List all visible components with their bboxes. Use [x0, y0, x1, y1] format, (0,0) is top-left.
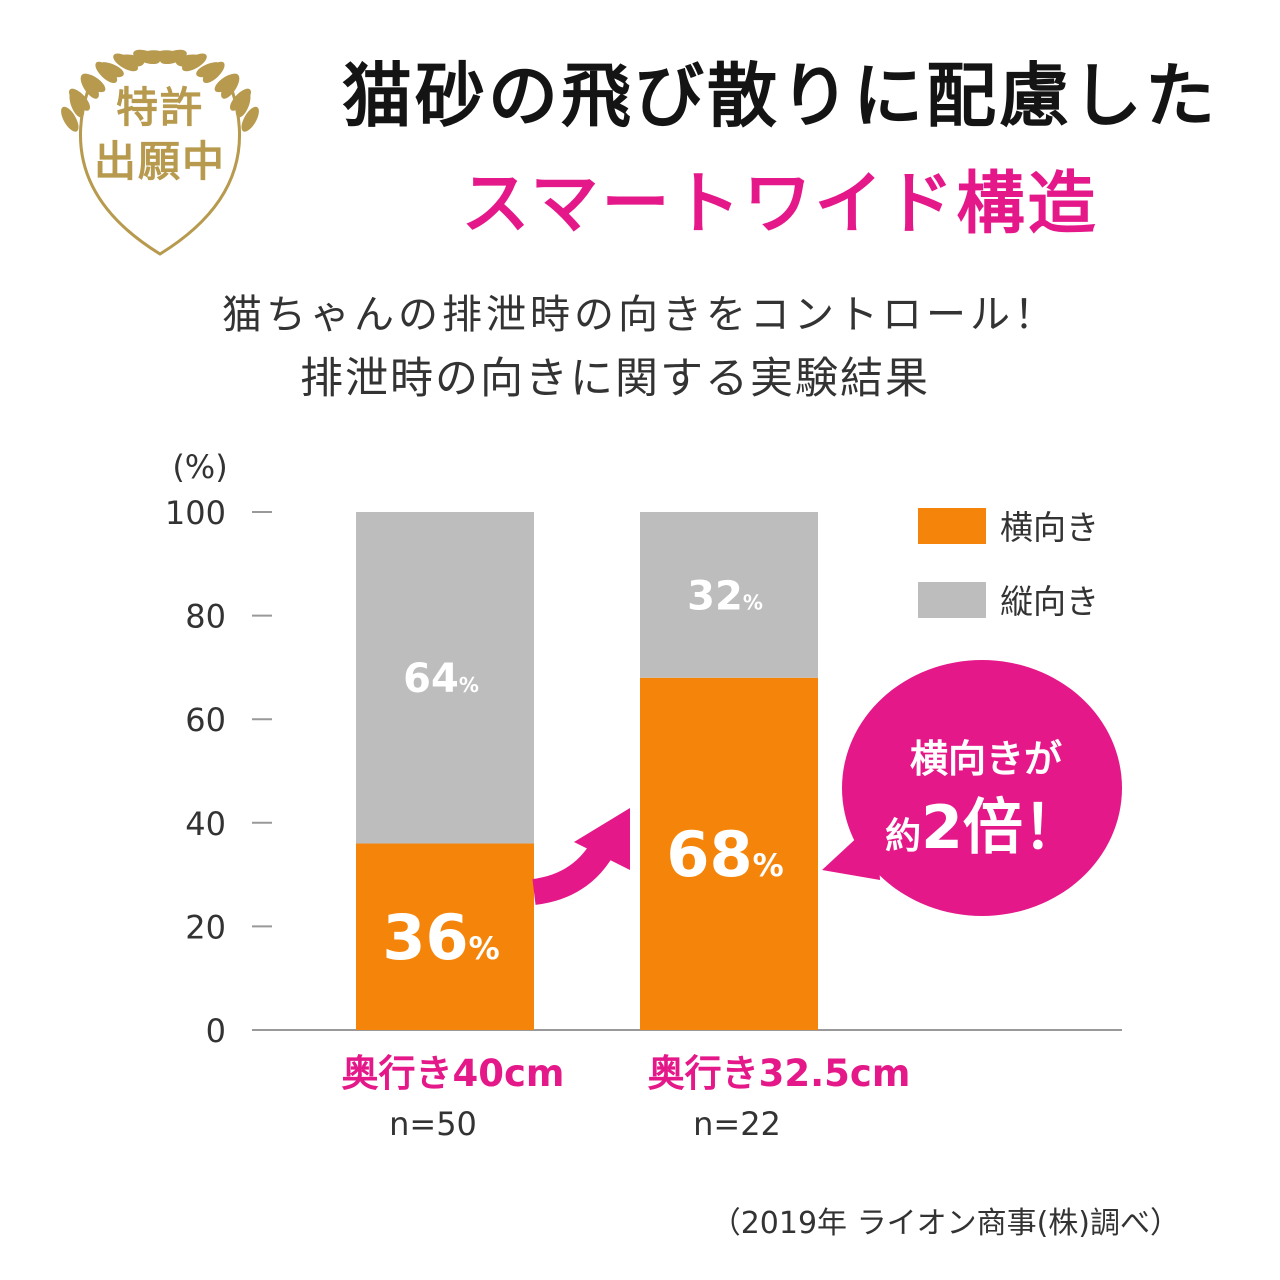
main-title: 猫砂の飛び散りに配慮した: [342, 55, 1218, 137]
sample-size-label: n=22: [693, 1105, 781, 1143]
callout-bubble: [842, 660, 1122, 916]
growth-arrow-head-icon: [574, 808, 630, 870]
laurel-leaf: [175, 54, 204, 67]
laurel-leaf: [80, 74, 99, 99]
sample-size-label: n=50: [389, 1105, 477, 1143]
lead-text: 猫ちゃんの排泄時の向きをコントロール！: [222, 292, 1058, 338]
y-tick-label: 60: [185, 701, 226, 739]
laurel-stem: [79, 89, 241, 256]
data-label-unit: %: [743, 590, 763, 614]
x-category-label: 奥行き32.5cm: [648, 1052, 911, 1095]
laurel-leaf: [95, 61, 118, 84]
bar-vertical: [640, 512, 818, 678]
legend-swatch: [918, 582, 986, 618]
badge-line-1: 特許: [115, 83, 204, 132]
laurel-leaf: [133, 49, 161, 65]
y-tick-label: 20: [185, 908, 226, 946]
legend-swatch: [918, 508, 986, 544]
y-axis-label: (%): [172, 448, 227, 486]
data-label-unit: %: [469, 931, 500, 967]
patent-laurel-badge: [61, 49, 259, 256]
laurel-wreath-icon: [61, 49, 259, 256]
callout-line-1: 横向きが: [910, 737, 1062, 781]
bar-horizontal: [640, 677, 818, 1030]
laurel-leaf: [113, 53, 138, 72]
laurel-leaf: [154, 50, 183, 63]
laurel-leaf: [196, 62, 223, 78]
source-note: （2019年 ライオン商事(株)調べ）: [710, 1206, 1180, 1241]
bar-horizontal: [356, 843, 534, 1030]
main-subtitle: スマートワイド構造: [461, 165, 1099, 244]
legend-label: 縦向き: [1000, 582, 1099, 621]
x-category-label: 奥行き40cm: [342, 1052, 565, 1095]
laurel-leaf: [61, 106, 79, 132]
stacked-bar-chart: (%)02040608010036%64%奥行き40cmn=5068%32%奥行…: [165, 448, 1122, 1143]
legend-label: 横向き: [1000, 508, 1099, 547]
y-tick-label: 80: [185, 598, 226, 636]
y-tick-label: 0: [206, 1012, 226, 1050]
laurel-leaf: [241, 106, 259, 132]
data-label-unit: %: [753, 848, 784, 884]
callout-line-2: 約2倍！: [885, 793, 1083, 863]
laurel-leaf: [69, 90, 85, 118]
bar-vertical: [356, 512, 534, 844]
callout-emphasis: 2倍！: [921, 793, 1083, 863]
y-tick-label: 40: [185, 805, 226, 843]
y-tick-label: 100: [165, 494, 226, 532]
badge-line-2: 出願中: [93, 137, 226, 186]
data-label-unit: %: [459, 673, 479, 697]
laurel-leaf: [214, 73, 239, 93]
callout-prefix: 約: [885, 816, 921, 857]
chart-heading: 排泄時の向きに関する実験結果: [300, 354, 930, 404]
data-label: 64%: [403, 656, 479, 702]
